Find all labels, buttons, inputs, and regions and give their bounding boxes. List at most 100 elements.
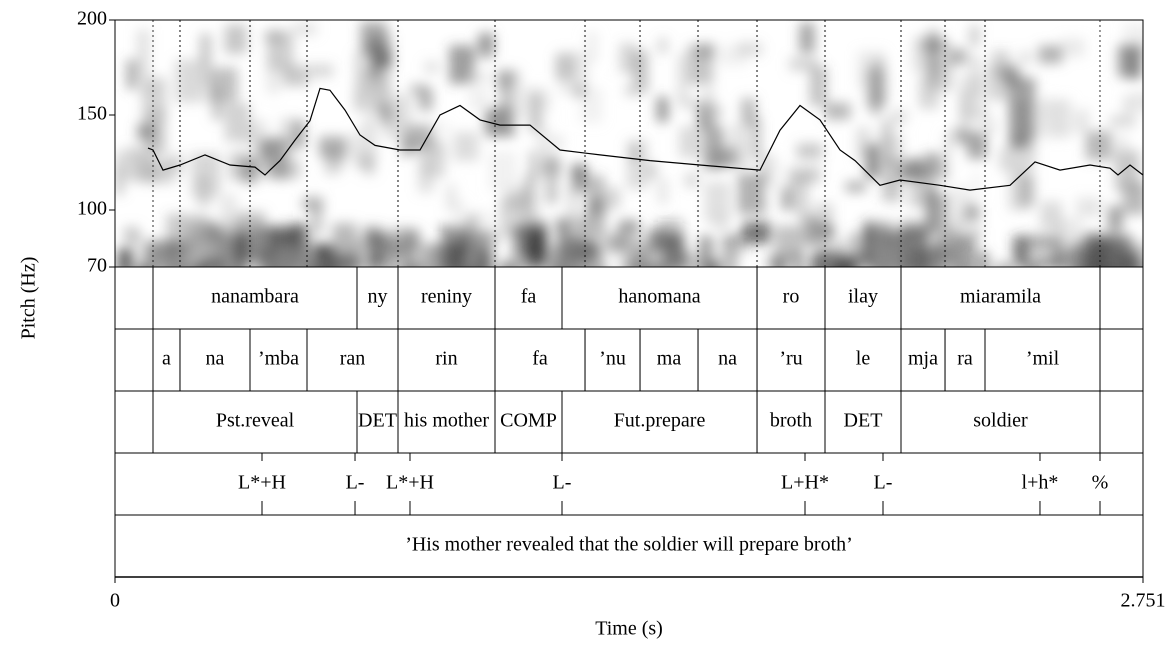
interval-label: rin <box>435 348 457 370</box>
interval-label: reniny <box>421 286 472 308</box>
spectrogram-patch <box>389 227 418 263</box>
spectrogram-patch <box>372 233 392 267</box>
spectrogram-patch <box>751 117 761 159</box>
interval-label: ra <box>957 348 973 370</box>
spectrogram-patch <box>964 203 980 222</box>
spectrogram-patch <box>198 257 223 267</box>
spectrogram-patch <box>368 40 381 82</box>
spectrogram-patch <box>738 42 763 56</box>
spectrogram-patch <box>1085 131 1113 161</box>
spectrogram-patch <box>796 175 809 217</box>
spectrogram-patch <box>870 68 881 115</box>
spectrogram-patch <box>574 85 585 98</box>
spectrogram-patch <box>889 109 908 124</box>
spectrogram-patch <box>1123 95 1133 115</box>
spectrogram-patch <box>127 145 154 158</box>
interval-label: his mother <box>404 410 489 432</box>
spectrogram-patch <box>349 261 380 267</box>
spectrogram-patch <box>817 249 835 267</box>
spectrogram-patch <box>742 222 771 244</box>
spectrogram-patch <box>948 48 967 65</box>
spectrogram-patch <box>678 249 691 266</box>
spectrogram-patch <box>863 220 876 265</box>
spectrogram-patch <box>309 64 334 77</box>
tone-label: l+h* <box>1022 472 1059 494</box>
spectrogram-patch <box>542 159 562 176</box>
spectrogram-patch <box>781 187 790 211</box>
spectrogram-patch <box>1060 38 1085 57</box>
spectrogram-patch <box>952 128 971 145</box>
spectrogram-patch <box>434 121 450 135</box>
spectrogram-patch <box>1007 144 1036 169</box>
spectrogram-patch <box>958 74 985 118</box>
spectrogram-patch <box>809 66 828 106</box>
interval-label: fa <box>521 286 537 308</box>
spectrogram-patch <box>796 167 821 184</box>
spectrogram-patch <box>527 150 541 179</box>
spectrogram-patch <box>1018 175 1035 206</box>
interval-label: a <box>162 348 171 370</box>
spectrogram-patch <box>679 255 704 267</box>
spectrogram-patch <box>554 136 563 148</box>
tone-label: L- <box>346 472 365 494</box>
spectrogram-patch <box>969 25 981 46</box>
spectrogram-patch <box>647 163 657 179</box>
spectrogram-patch <box>522 175 538 222</box>
spectrogram-patch <box>319 136 348 158</box>
spectrogram-patch <box>920 37 940 52</box>
spectrogram-patch <box>174 59 205 103</box>
spectrogram-patch <box>1114 235 1131 267</box>
spectrogram-patch <box>703 89 714 117</box>
interval-label: ma <box>657 348 682 370</box>
y-tick-label: 100 <box>77 198 107 220</box>
spectrogram-patch <box>142 77 167 122</box>
spectrogram-patch <box>1108 206 1123 232</box>
spectrogram-patch <box>1033 253 1044 267</box>
spectrogram-patch <box>347 133 375 157</box>
spectrogram-patch <box>529 92 540 132</box>
spectrogram-patch <box>418 161 434 193</box>
spectrogram-patch <box>488 151 517 191</box>
spectrogram-patch <box>220 194 237 236</box>
spectrogram-patch <box>936 163 951 181</box>
spectrogram-patch <box>268 256 282 267</box>
tone-label: % <box>1092 472 1109 494</box>
spectrogram-patch <box>865 143 879 179</box>
interval-label: soldier <box>973 410 1028 432</box>
spectrogram-patch <box>311 205 323 234</box>
y-axis-label: Pitch (Hz) <box>18 257 40 340</box>
tone-label: L- <box>553 472 572 494</box>
spectrogram-patch <box>1076 197 1102 218</box>
spectrogram-patch <box>243 121 258 145</box>
y-tick-label: 70 <box>87 255 107 277</box>
spectrogram-patch <box>282 65 309 87</box>
spectrogram-patch <box>951 217 969 235</box>
spectrogram-patch <box>1048 260 1068 267</box>
spectrogram-patch <box>298 259 317 267</box>
spectrogram-patch <box>137 122 154 141</box>
tone-label: L+H* <box>781 472 829 494</box>
spectrogram-patch <box>275 247 302 267</box>
spectrogram-patch <box>637 242 667 267</box>
spectrogram-patch <box>835 254 855 267</box>
spectrogram-patch <box>453 131 479 161</box>
tone-label: L*+H <box>238 472 286 494</box>
spectrogram-patch <box>446 184 456 211</box>
spectrogram-patch <box>258 137 278 161</box>
spectrogram-patch <box>1122 182 1143 215</box>
spectrogram-patch <box>332 223 357 257</box>
spectrogram-patch <box>545 154 558 204</box>
spectrogram-patch <box>598 262 609 267</box>
spectrogram-patch <box>403 261 424 267</box>
spectrogram-patch <box>299 232 308 252</box>
spectrogram-patch <box>1023 256 1034 267</box>
spectrogram-patch <box>123 226 140 245</box>
spectrogram-patch <box>126 59 138 90</box>
spectrogram-patch <box>565 183 581 233</box>
spectrogram-patch <box>999 148 1009 172</box>
spectrogram-patch <box>1028 234 1057 251</box>
spectrogram-patch <box>195 263 208 267</box>
spectrogram-patch <box>845 181 866 192</box>
spectrogram-patch <box>978 251 989 267</box>
spectrogram-patch <box>726 233 736 267</box>
